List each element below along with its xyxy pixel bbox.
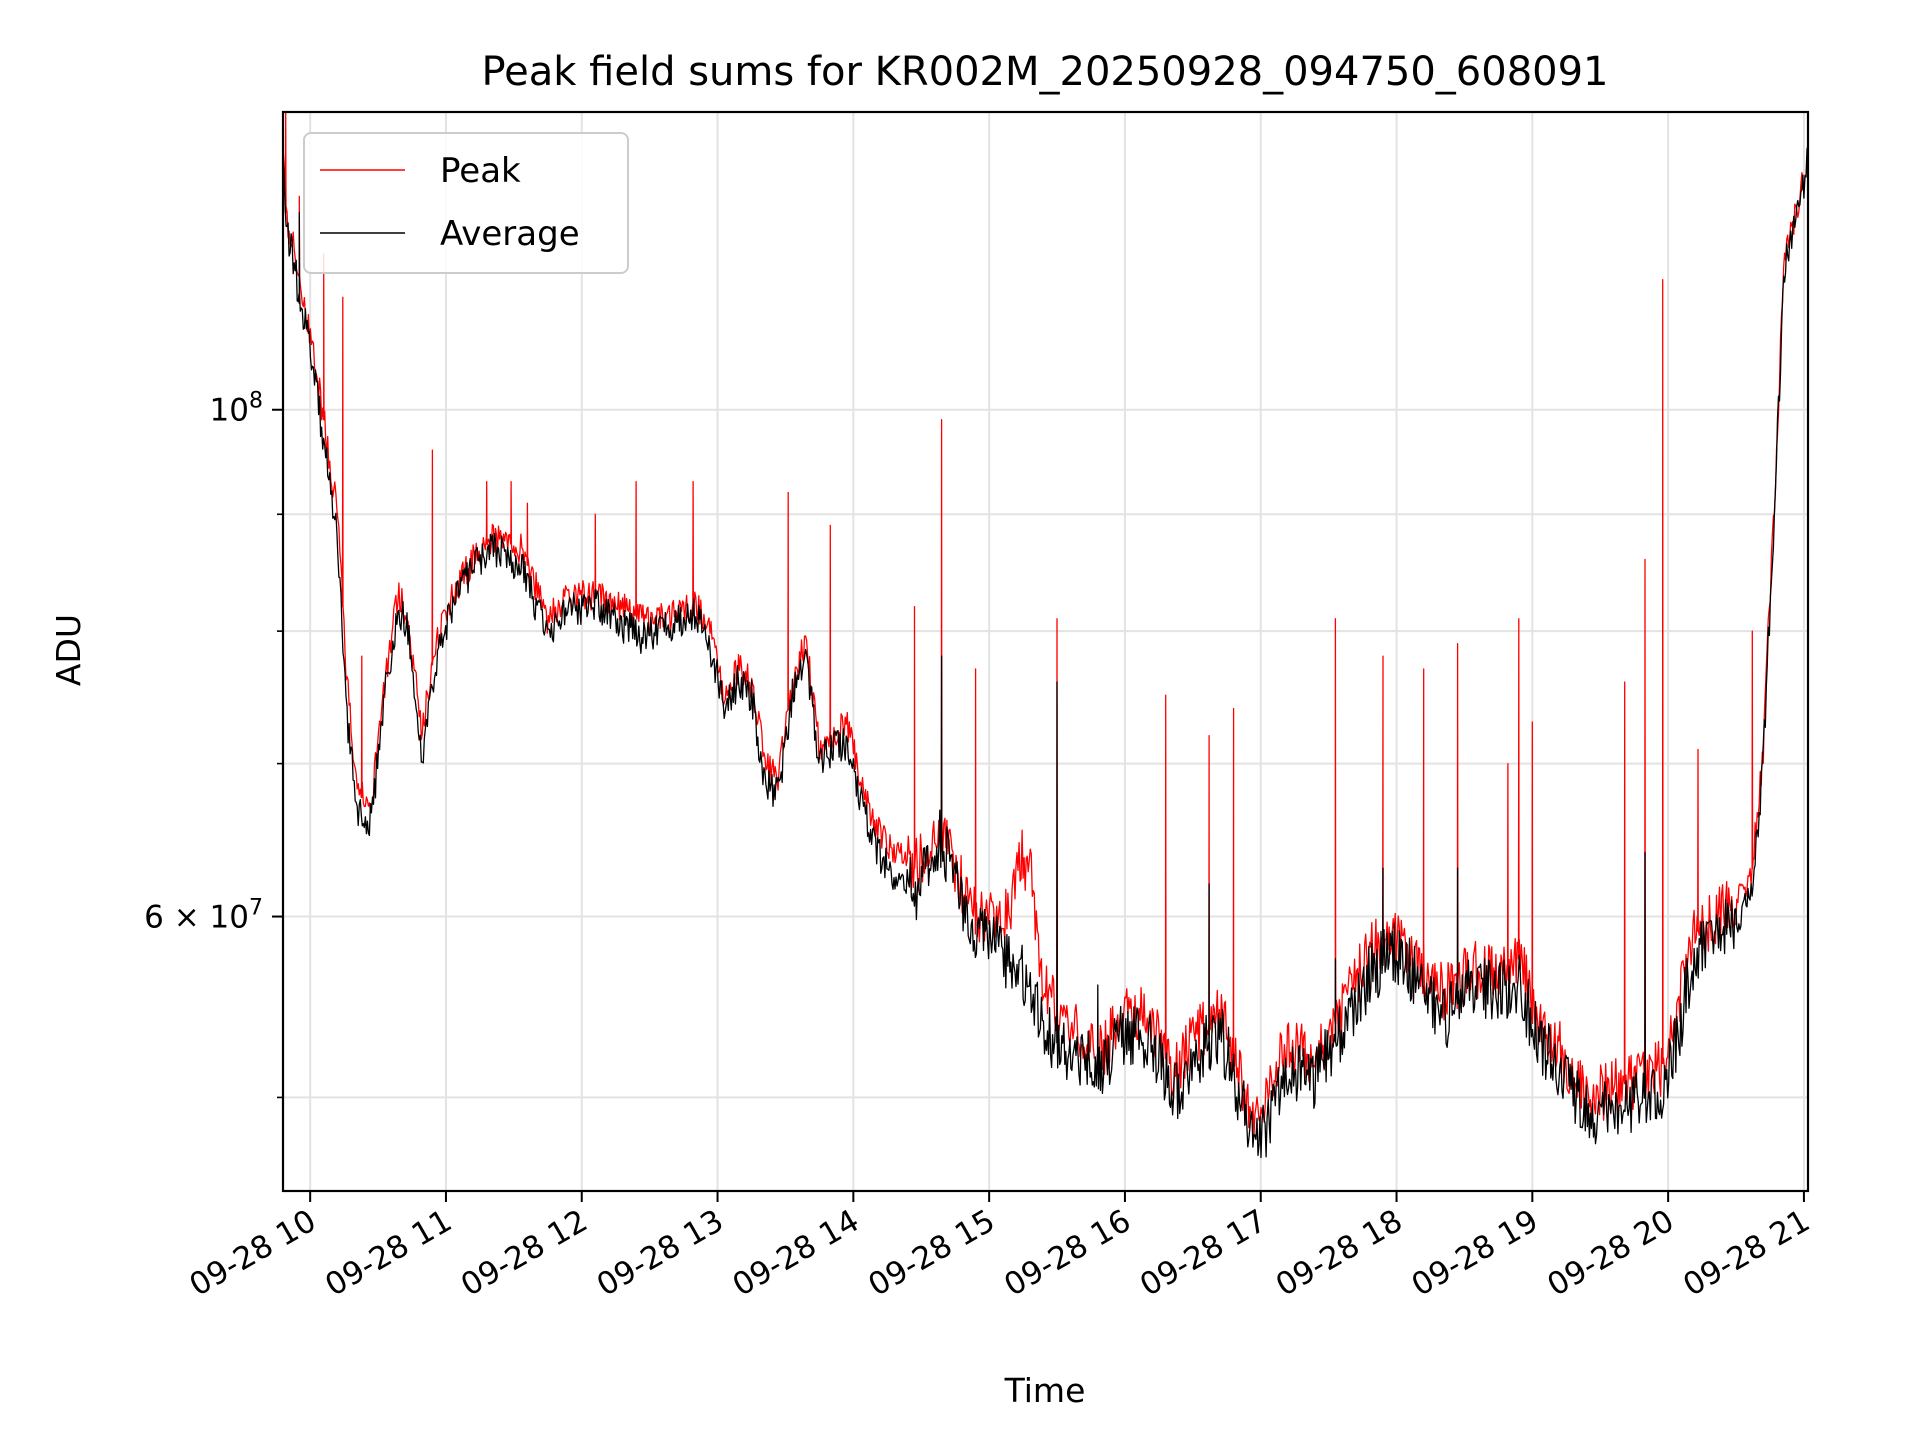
- y-axis-label: ADU: [49, 614, 88, 686]
- plot-frame: [281, 110, 1810, 1193]
- series-peak-line: [282, 111, 1809, 1139]
- legend: Peak Average: [303, 132, 629, 274]
- y-tick-label: 6 × 107: [144, 896, 263, 936]
- series-lines: [282, 111, 1809, 1159]
- legend-box: [303, 132, 629, 274]
- y-axis-ticks: 108 6 × 107: [144, 389, 283, 1099]
- legend-peak-label: Peak: [440, 151, 521, 191]
- y-tick-label: 108: [210, 389, 263, 429]
- chart-title: Peak field sums for KR002M_20250928_0947…: [481, 49, 1608, 95]
- legend-average-label: Average: [440, 214, 580, 254]
- series-average-line: [282, 146, 1809, 1159]
- x-axis-label: Time: [1004, 1371, 1086, 1410]
- grid-lines: [283, 112, 1808, 1191]
